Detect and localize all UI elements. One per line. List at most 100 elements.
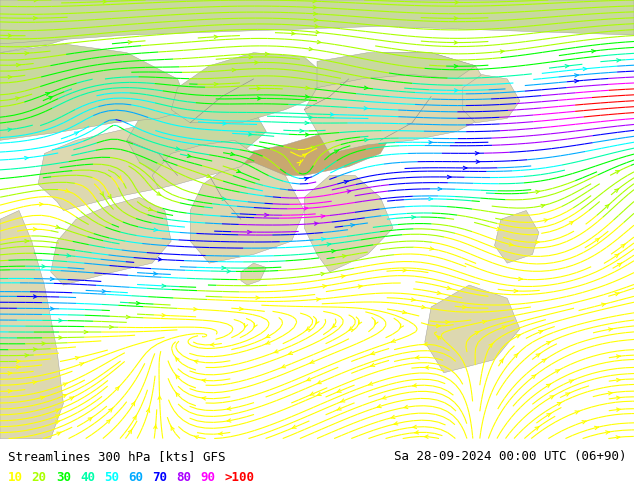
FancyArrowPatch shape xyxy=(194,360,198,363)
Text: 30: 30 xyxy=(56,471,71,484)
FancyArrowPatch shape xyxy=(34,348,37,351)
FancyArrowPatch shape xyxy=(394,422,398,425)
Text: 90: 90 xyxy=(200,471,216,484)
FancyArrowPatch shape xyxy=(8,128,11,131)
FancyArrowPatch shape xyxy=(569,221,574,225)
FancyArrowPatch shape xyxy=(514,353,518,358)
FancyArrowPatch shape xyxy=(16,97,20,100)
FancyArrowPatch shape xyxy=(34,17,37,20)
FancyArrowPatch shape xyxy=(425,435,428,439)
FancyArrowPatch shape xyxy=(306,327,310,330)
FancyArrowPatch shape xyxy=(158,258,162,261)
FancyArrowPatch shape xyxy=(617,59,620,62)
FancyArrowPatch shape xyxy=(214,35,218,39)
FancyArrowPatch shape xyxy=(219,432,223,435)
FancyArrowPatch shape xyxy=(55,409,60,412)
FancyArrowPatch shape xyxy=(302,154,307,157)
FancyArrowPatch shape xyxy=(70,397,74,400)
FancyArrowPatch shape xyxy=(489,343,493,347)
FancyArrowPatch shape xyxy=(309,116,313,119)
FancyArrowPatch shape xyxy=(565,65,569,68)
FancyArrowPatch shape xyxy=(227,407,231,410)
FancyArrowPatch shape xyxy=(157,192,161,196)
FancyArrowPatch shape xyxy=(422,305,425,309)
FancyArrowPatch shape xyxy=(404,405,408,409)
FancyArrowPatch shape xyxy=(42,342,46,345)
Text: Sa 28-09-2024 00:00 UTC (06+90): Sa 28-09-2024 00:00 UTC (06+90) xyxy=(394,450,626,463)
FancyArrowPatch shape xyxy=(171,426,174,430)
FancyArrowPatch shape xyxy=(323,285,327,288)
FancyArrowPatch shape xyxy=(365,86,368,90)
FancyArrowPatch shape xyxy=(616,396,620,399)
FancyArrowPatch shape xyxy=(202,397,206,400)
FancyArrowPatch shape xyxy=(131,401,135,406)
FancyArrowPatch shape xyxy=(176,374,179,379)
FancyArrowPatch shape xyxy=(455,1,458,4)
FancyArrowPatch shape xyxy=(535,241,539,244)
FancyArrowPatch shape xyxy=(415,431,418,434)
FancyArrowPatch shape xyxy=(67,254,70,257)
FancyArrowPatch shape xyxy=(266,341,270,344)
Polygon shape xyxy=(51,197,171,285)
FancyArrowPatch shape xyxy=(202,379,206,382)
FancyArrowPatch shape xyxy=(438,187,442,191)
FancyArrowPatch shape xyxy=(75,357,79,360)
FancyArrowPatch shape xyxy=(347,190,351,193)
FancyArrowPatch shape xyxy=(411,216,415,219)
FancyArrowPatch shape xyxy=(341,399,345,402)
FancyArrowPatch shape xyxy=(605,431,609,434)
FancyArrowPatch shape xyxy=(446,320,450,324)
FancyArrowPatch shape xyxy=(162,284,165,288)
FancyArrowPatch shape xyxy=(614,189,619,193)
Text: 10: 10 xyxy=(8,471,23,484)
FancyArrowPatch shape xyxy=(359,320,362,324)
FancyArrowPatch shape xyxy=(16,63,20,67)
FancyArrowPatch shape xyxy=(292,425,296,428)
FancyArrowPatch shape xyxy=(107,419,110,423)
Text: 50: 50 xyxy=(104,471,119,484)
FancyArrowPatch shape xyxy=(63,394,67,397)
FancyArrowPatch shape xyxy=(311,146,315,149)
FancyArrowPatch shape xyxy=(316,30,320,34)
FancyArrowPatch shape xyxy=(25,354,29,357)
Text: Streamlines 300 hPa [kts] GFS: Streamlines 300 hPa [kts] GFS xyxy=(8,450,225,463)
FancyArrowPatch shape xyxy=(317,392,321,395)
FancyArrowPatch shape xyxy=(297,162,301,166)
FancyArrowPatch shape xyxy=(162,314,165,317)
FancyArrowPatch shape xyxy=(514,289,518,293)
FancyArrowPatch shape xyxy=(574,79,578,83)
FancyArrowPatch shape xyxy=(74,132,79,135)
FancyArrowPatch shape xyxy=(56,225,60,228)
FancyArrowPatch shape xyxy=(403,311,406,314)
FancyArrowPatch shape xyxy=(550,395,554,399)
FancyArrowPatch shape xyxy=(547,342,550,344)
FancyArrowPatch shape xyxy=(34,0,37,2)
FancyArrowPatch shape xyxy=(16,360,20,363)
FancyArrowPatch shape xyxy=(257,87,261,90)
FancyArrowPatch shape xyxy=(365,138,368,142)
FancyArrowPatch shape xyxy=(193,308,197,311)
FancyArrowPatch shape xyxy=(375,320,378,324)
FancyArrowPatch shape xyxy=(239,307,243,311)
FancyArrowPatch shape xyxy=(55,421,60,424)
FancyArrowPatch shape xyxy=(265,52,269,55)
FancyArrowPatch shape xyxy=(266,335,270,338)
FancyArrowPatch shape xyxy=(232,68,236,72)
FancyArrowPatch shape xyxy=(41,396,44,399)
FancyArrowPatch shape xyxy=(500,50,504,53)
FancyArrowPatch shape xyxy=(34,295,37,298)
Text: 40: 40 xyxy=(80,471,95,484)
FancyArrowPatch shape xyxy=(429,197,432,200)
FancyArrowPatch shape xyxy=(153,424,157,429)
FancyArrowPatch shape xyxy=(304,177,309,180)
FancyArrowPatch shape xyxy=(342,255,346,258)
FancyArrowPatch shape xyxy=(300,129,304,132)
FancyArrowPatch shape xyxy=(88,417,93,421)
FancyArrowPatch shape xyxy=(463,166,467,170)
FancyArrowPatch shape xyxy=(566,393,570,396)
FancyArrowPatch shape xyxy=(542,359,546,363)
FancyArrowPatch shape xyxy=(236,170,241,172)
FancyArrowPatch shape xyxy=(57,432,61,435)
Polygon shape xyxy=(304,175,393,272)
Polygon shape xyxy=(495,211,539,263)
